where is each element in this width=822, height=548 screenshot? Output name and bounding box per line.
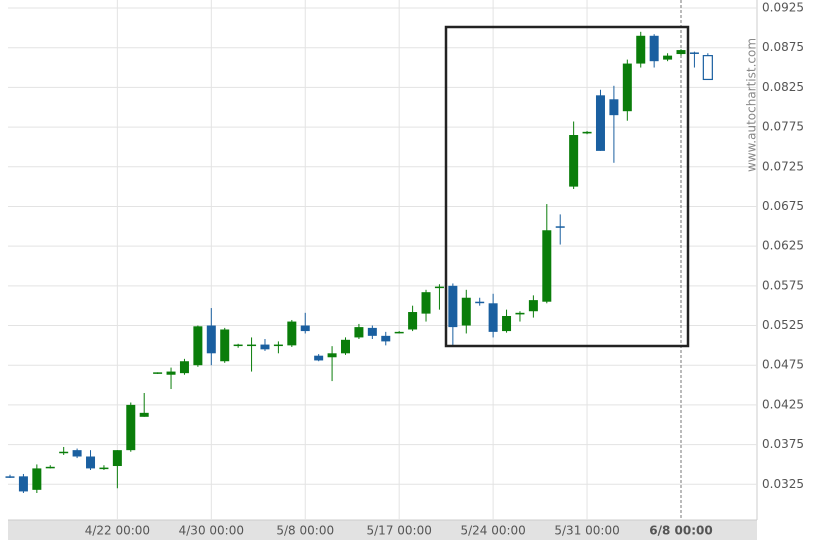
- candle-body: [72, 450, 82, 457]
- candle-body: [702, 55, 713, 81]
- y-tick-label: 0.0875: [762, 40, 804, 54]
- candle-body: [461, 297, 471, 326]
- candle-body: [273, 344, 283, 347]
- y-tick-label: 0.0725: [762, 159, 804, 173]
- x-tick-label: 5/17 00:00: [367, 524, 432, 538]
- y-tick-label: 0.0425: [762, 397, 804, 411]
- candle-body: [622, 63, 632, 112]
- candle-body: [59, 451, 69, 454]
- x-tick-label: 5/24 00:00: [460, 524, 525, 538]
- x-tick-label: 5/31 00:00: [554, 524, 619, 538]
- candle-body: [649, 35, 659, 62]
- candle-body: [569, 135, 579, 187]
- plot: [5, 0, 757, 520]
- candle-body: [475, 301, 485, 304]
- candle-body: [287, 321, 297, 346]
- candle-body: [676, 50, 686, 55]
- watermark: www.autochartist.com: [745, 38, 759, 172]
- candle-body: [112, 450, 122, 467]
- candle-body: [179, 361, 189, 374]
- x-tick-label: 4/30 00:00: [179, 524, 244, 538]
- candle-body: [609, 99, 619, 116]
- candle-body: [555, 226, 565, 228]
- candle-body: [300, 325, 310, 332]
- y-tick-label: 0.0475: [762, 358, 804, 372]
- candle-body: [99, 467, 109, 470]
- candle-body: [542, 230, 552, 302]
- candle-body: [434, 286, 444, 289]
- candle-body: [502, 315, 512, 332]
- candle-body: [18, 476, 28, 492]
- y-tick-label: 0.0775: [762, 120, 804, 134]
- candle-body: [206, 325, 216, 354]
- candle-body: [515, 312, 525, 315]
- candle-body: [381, 335, 391, 342]
- candle-body: [166, 371, 176, 375]
- y-tick-label: 0.0525: [762, 318, 804, 332]
- x-axis-band: [8, 520, 757, 540]
- y-tick-label: 0.0575: [762, 278, 804, 292]
- x-tick-label: 6/8 00:00: [649, 524, 712, 538]
- candle-body: [582, 131, 592, 134]
- candle-body: [126, 404, 136, 451]
- candle-body: [233, 344, 243, 347]
- candle-body: [314, 355, 324, 361]
- candle-body: [32, 468, 42, 490]
- y-tick-label: 0.0625: [762, 239, 804, 253]
- candle-body: [528, 300, 538, 312]
- x-tick-label: 5/8 00:00: [276, 524, 334, 538]
- candle-body: [354, 327, 364, 338]
- x-tick-label: 4/22 00:00: [85, 524, 150, 538]
- candle-body: [448, 285, 458, 328]
- candle-body: [139, 412, 149, 417]
- candle-body: [5, 476, 15, 478]
- candle-body: [394, 331, 404, 334]
- candle-body: [193, 326, 203, 366]
- candle-body: [367, 327, 377, 336]
- y-tick-label: 0.0925: [762, 1, 804, 15]
- candle-body: [689, 52, 699, 54]
- y-tick-label: 0.0375: [762, 437, 804, 451]
- y-tick-label: 0.0675: [762, 199, 804, 213]
- candle-body: [153, 372, 163, 374]
- candle-body: [341, 339, 350, 354]
- y-tick-label: 0.0325: [762, 477, 804, 491]
- candle-body: [408, 312, 418, 330]
- candle-body: [220, 329, 230, 362]
- candle-body: [260, 344, 270, 350]
- candle-body: [595, 95, 605, 151]
- candle-body: [636, 35, 646, 64]
- y-tick-label: 0.0825: [762, 80, 804, 94]
- candle-body: [663, 55, 673, 60]
- candle-body: [488, 303, 498, 332]
- candle-body: [247, 344, 257, 347]
- candle-body: [86, 456, 96, 469]
- candle-body: [421, 292, 431, 314]
- pattern-box: [444, 25, 690, 348]
- candle-body: [327, 353, 337, 358]
- candle-body: [45, 466, 55, 469]
